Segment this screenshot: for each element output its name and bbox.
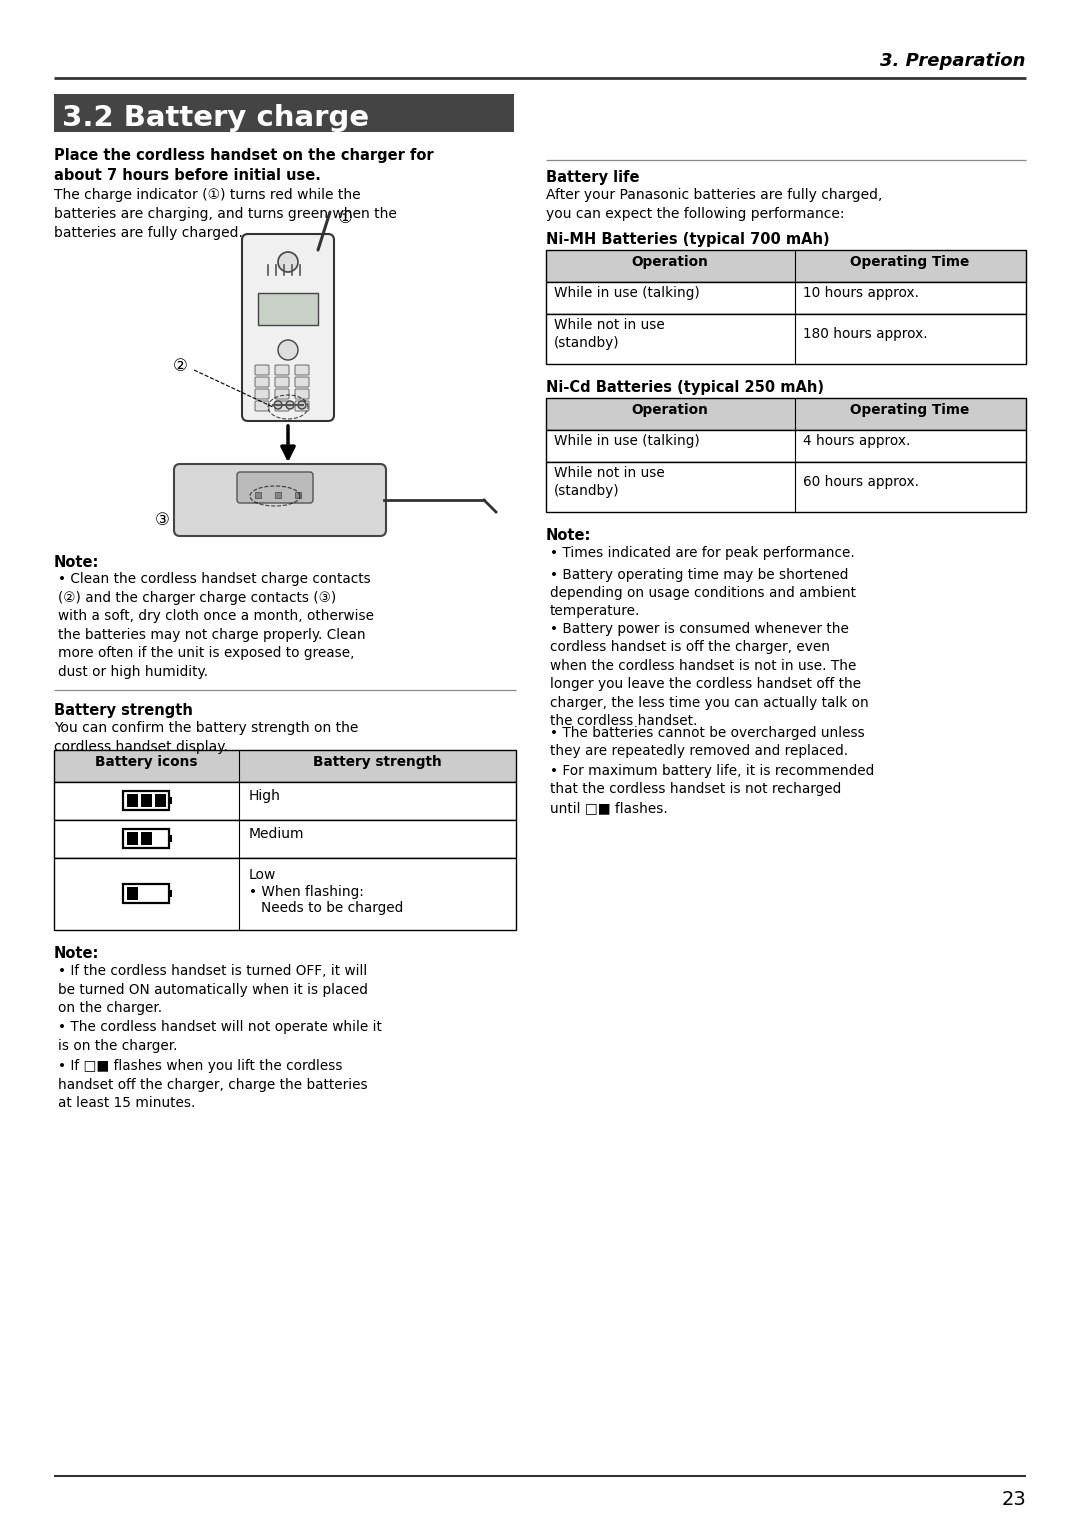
Text: • The batteries cannot be overcharged unless
they are repeatedly removed and rep: • The batteries cannot be overcharged un… xyxy=(550,726,865,758)
Text: • For maximum battery life, it is recommended
that the cordless handset is not r: • For maximum battery life, it is recomm… xyxy=(550,764,874,814)
Text: Ni-Cd Batteries (typical 250 mAh): Ni-Cd Batteries (typical 250 mAh) xyxy=(546,380,824,396)
Text: 180 hours approx.: 180 hours approx. xyxy=(804,327,928,341)
Text: Note:: Note: xyxy=(54,555,99,570)
Bar xyxy=(546,251,1026,283)
FancyBboxPatch shape xyxy=(295,377,309,387)
Text: While not in use
(standby): While not in use (standby) xyxy=(554,318,665,350)
Bar xyxy=(546,461,1026,512)
Text: • When flashing:: • When flashing: xyxy=(249,885,364,898)
Bar xyxy=(127,795,138,807)
Text: High: High xyxy=(249,788,281,804)
Text: Battery strength: Battery strength xyxy=(54,703,193,718)
FancyBboxPatch shape xyxy=(255,400,269,411)
Text: Ni-MH Batteries (typical 700 mAh): Ni-MH Batteries (typical 700 mAh) xyxy=(546,232,829,248)
FancyBboxPatch shape xyxy=(237,472,313,503)
FancyBboxPatch shape xyxy=(275,400,289,411)
Text: Medium: Medium xyxy=(249,827,305,840)
Circle shape xyxy=(298,400,306,410)
Text: You can confirm the battery strength on the
cordless handset display.: You can confirm the battery strength on … xyxy=(54,721,359,753)
Bar xyxy=(123,792,168,810)
Text: 60 hours approx.: 60 hours approx. xyxy=(804,475,919,489)
Bar xyxy=(295,492,301,498)
Text: ②: ② xyxy=(173,358,188,374)
Bar xyxy=(258,293,318,325)
FancyBboxPatch shape xyxy=(295,400,309,411)
Bar xyxy=(168,889,172,897)
Text: Operation: Operation xyxy=(632,255,708,269)
Text: Needs to be charged: Needs to be charged xyxy=(261,902,403,915)
FancyBboxPatch shape xyxy=(275,390,289,399)
Text: Operation: Operation xyxy=(632,403,708,417)
Bar xyxy=(54,95,514,131)
FancyBboxPatch shape xyxy=(275,377,289,387)
FancyBboxPatch shape xyxy=(295,365,309,374)
Text: While in use (talking): While in use (talking) xyxy=(554,286,700,299)
FancyBboxPatch shape xyxy=(242,234,334,422)
FancyBboxPatch shape xyxy=(255,390,269,399)
Bar xyxy=(168,834,172,842)
Bar xyxy=(546,429,1026,461)
Text: After your Panasonic batteries are fully charged,
you can expect the following p: After your Panasonic batteries are fully… xyxy=(546,188,882,220)
Bar xyxy=(546,283,1026,313)
Bar xyxy=(54,782,516,821)
Bar xyxy=(54,859,516,931)
Bar xyxy=(54,750,516,782)
Text: While in use (talking): While in use (talking) xyxy=(554,434,700,448)
Text: Low: Low xyxy=(249,868,276,882)
Text: 4 hours approx.: 4 hours approx. xyxy=(804,434,910,448)
FancyBboxPatch shape xyxy=(295,390,309,399)
Text: 23: 23 xyxy=(1001,1490,1026,1510)
FancyBboxPatch shape xyxy=(255,377,269,387)
Text: Battery icons: Battery icons xyxy=(95,755,198,769)
Bar xyxy=(168,798,172,804)
Text: While not in use
(standby): While not in use (standby) xyxy=(554,466,665,498)
Bar xyxy=(156,795,166,807)
Text: • The cordless handset will not operate while it
is on the charger.: • The cordless handset will not operate … xyxy=(58,1021,382,1053)
Text: • Battery power is consumed whenever the
cordless handset is off the charger, ev: • Battery power is consumed whenever the… xyxy=(550,622,868,727)
Bar xyxy=(127,886,138,900)
Text: Operating Time: Operating Time xyxy=(850,403,970,417)
Text: Battery life: Battery life xyxy=(546,170,639,185)
Text: • If □■ flashes when you lift the cordless
handset off the charger, charge the b: • If □■ flashes when you lift the cordle… xyxy=(58,1059,367,1111)
Circle shape xyxy=(278,341,298,361)
Text: Place the cordless handset on the charger for
about 7 hours before initial use.: Place the cordless handset on the charge… xyxy=(54,148,434,183)
Circle shape xyxy=(286,400,294,410)
Text: 10 hours approx.: 10 hours approx. xyxy=(804,286,919,299)
Bar xyxy=(127,833,138,845)
FancyBboxPatch shape xyxy=(255,365,269,374)
Bar xyxy=(275,492,281,498)
Text: The charge indicator (①) turns red while the
batteries are charging, and turns g: The charge indicator (①) turns red while… xyxy=(54,188,396,240)
FancyBboxPatch shape xyxy=(174,465,386,536)
Text: • Battery operating time may be shortened
depending on usage conditions and ambi: • Battery operating time may be shortene… xyxy=(550,567,856,619)
Text: 3. Preparation: 3. Preparation xyxy=(880,52,1026,70)
Text: Note:: Note: xyxy=(54,946,99,961)
Bar xyxy=(123,885,168,903)
Text: Note:: Note: xyxy=(546,529,592,542)
Text: ①: ① xyxy=(338,209,353,228)
Text: Battery strength: Battery strength xyxy=(312,755,442,769)
Bar xyxy=(546,397,1026,429)
Text: Operating Time: Operating Time xyxy=(850,255,970,269)
FancyBboxPatch shape xyxy=(275,365,289,374)
Circle shape xyxy=(278,252,298,272)
Text: • If the cordless handset is turned OFF, it will
be turned ON automatically when: • If the cordless handset is turned OFF,… xyxy=(58,964,368,1015)
Bar xyxy=(255,492,261,498)
Bar xyxy=(141,795,152,807)
Bar xyxy=(54,821,516,859)
Bar xyxy=(123,830,168,848)
Bar xyxy=(546,313,1026,364)
Text: 3.2 Battery charge: 3.2 Battery charge xyxy=(62,104,369,131)
Text: ③: ③ xyxy=(154,510,170,529)
Circle shape xyxy=(274,400,282,410)
Text: • Times indicated are for peak performance.: • Times indicated are for peak performan… xyxy=(550,545,854,559)
Bar xyxy=(141,833,152,845)
Text: • Clean the cordless handset charge contacts
(②) and the charger charge contacts: • Clean the cordless handset charge cont… xyxy=(58,571,374,678)
